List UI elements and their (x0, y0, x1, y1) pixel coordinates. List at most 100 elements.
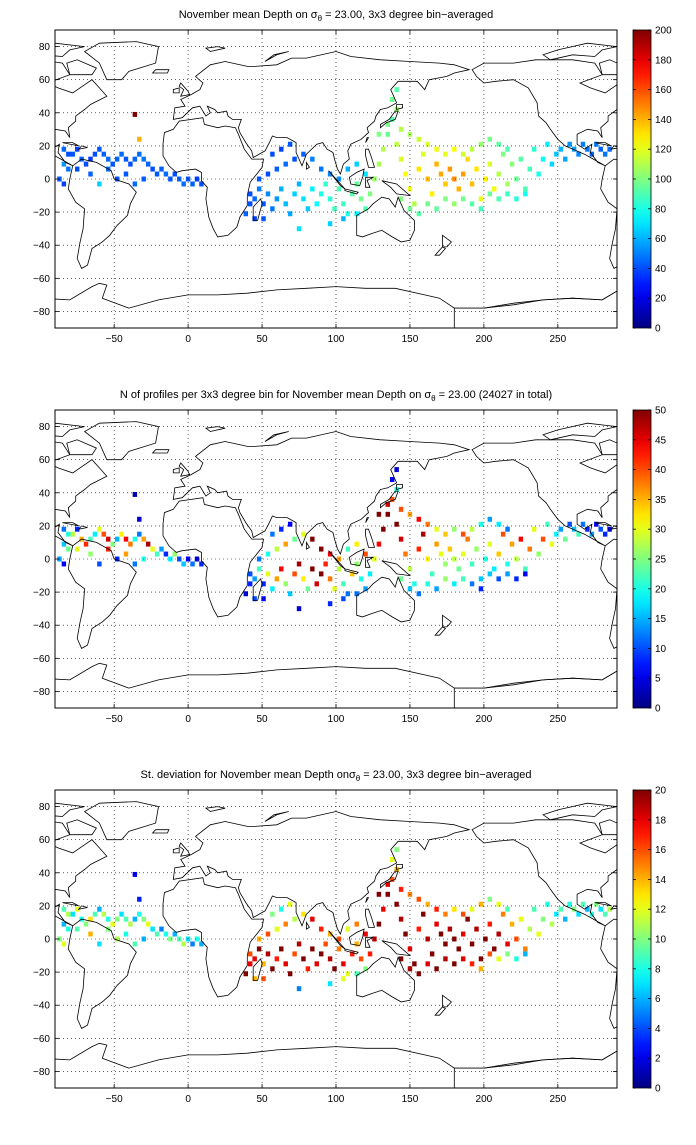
data-bin (585, 526, 590, 532)
data-bin (492, 186, 497, 192)
data-bin (185, 936, 191, 942)
data-bin (540, 156, 546, 162)
y-tick-label: 40 (39, 108, 51, 119)
data-bin (261, 216, 266, 222)
data-bin (509, 921, 515, 927)
data-bin (496, 576, 501, 582)
data-bin (163, 171, 169, 177)
data-bin (398, 576, 404, 582)
data-bin (305, 966, 311, 972)
data-bin (394, 521, 399, 527)
data-bin (92, 911, 98, 917)
data-bin (496, 551, 501, 557)
data-bin (478, 521, 484, 527)
coastline-path (365, 137, 370, 143)
data-bin (363, 206, 368, 212)
coastline-path (178, 462, 191, 477)
data-bin (354, 161, 359, 167)
data-bin (381, 906, 386, 912)
data-bin (469, 146, 475, 152)
data-bin (509, 541, 515, 547)
data-bin (554, 531, 559, 537)
data-bin (545, 521, 550, 527)
data-bin (61, 181, 67, 187)
data-bin (194, 936, 200, 942)
coastline-path (172, 847, 180, 854)
data-bin (394, 901, 399, 907)
data-bin (345, 211, 351, 217)
y-tick-label: 80 (39, 422, 51, 433)
data-bin (119, 151, 124, 157)
data-bin (536, 931, 541, 937)
data-bin (465, 916, 470, 922)
data-bin (248, 951, 253, 957)
y-tick-label: 40 (39, 868, 51, 879)
data-bin (443, 941, 448, 947)
coastline-path (264, 431, 289, 442)
data-bin (310, 566, 315, 572)
data-bin (394, 87, 399, 93)
panel-std-deviation: St. deviation for November mean Depth on… (33, 769, 667, 1105)
data-bin (141, 156, 146, 162)
data-bin (514, 956, 519, 962)
data-bin (279, 906, 284, 912)
data-bin (469, 581, 475, 587)
coastline-path (598, 439, 617, 456)
y-tick-label: −60 (33, 1034, 50, 1045)
data-bin (434, 586, 439, 592)
data-bin (376, 161, 382, 167)
x-tick-label: 100 (328, 334, 345, 345)
data-bin (270, 206, 275, 212)
data-bin (61, 526, 67, 532)
coastline-path (380, 110, 399, 129)
data-bin (252, 596, 257, 602)
coastline-path (434, 246, 447, 256)
data-bin (336, 946, 342, 952)
y-tick-label: −40 (33, 241, 50, 252)
data-bin (88, 156, 93, 162)
data-bin (514, 176, 519, 182)
data-bin (332, 586, 337, 592)
coastline-path (616, 431, 617, 433)
colorbar-tick-label: 80 (655, 204, 667, 215)
data-bin (425, 141, 430, 147)
data-bin (460, 196, 466, 202)
data-bin (305, 586, 311, 592)
coastline-path (381, 560, 412, 577)
panel-mean-depth: November mean Depth on σθ = 23.00, 3x3 d… (33, 9, 672, 345)
coastline-path (356, 576, 415, 623)
data-bin (594, 521, 599, 527)
data-bin (74, 926, 80, 932)
data-bin (128, 161, 133, 167)
data-bin (412, 961, 417, 967)
data-bin (274, 546, 280, 552)
data-bin (394, 141, 399, 147)
coastline-path (67, 538, 137, 649)
coastline-path (204, 46, 226, 52)
data-bin (594, 141, 599, 147)
x-tick-label: 0 (185, 714, 191, 725)
data-bin (310, 536, 315, 542)
data-bin (336, 176, 342, 182)
data-bin (137, 516, 142, 522)
data-bin (478, 206, 484, 212)
panel-title-profile-count: N of profiles per 3x3 degree bin for Nov… (120, 389, 552, 403)
data-bin (150, 166, 155, 172)
data-bin (292, 536, 297, 542)
data-bin (279, 946, 284, 952)
coastline-path (204, 426, 226, 432)
data-bin (385, 131, 390, 137)
data-bin (88, 931, 93, 937)
data-bin (114, 536, 120, 542)
coastline-path (66, 439, 97, 456)
data-bin (438, 551, 444, 557)
data-bin (296, 941, 302, 947)
data-bins-mean-depth (57, 87, 612, 232)
coastline-path (610, 525, 617, 530)
coastline-path (365, 908, 376, 928)
data-bin (452, 906, 457, 912)
data-bin (168, 936, 173, 942)
data-bin (412, 581, 417, 587)
data-bin (571, 906, 577, 912)
coastline-path (67, 918, 137, 1029)
